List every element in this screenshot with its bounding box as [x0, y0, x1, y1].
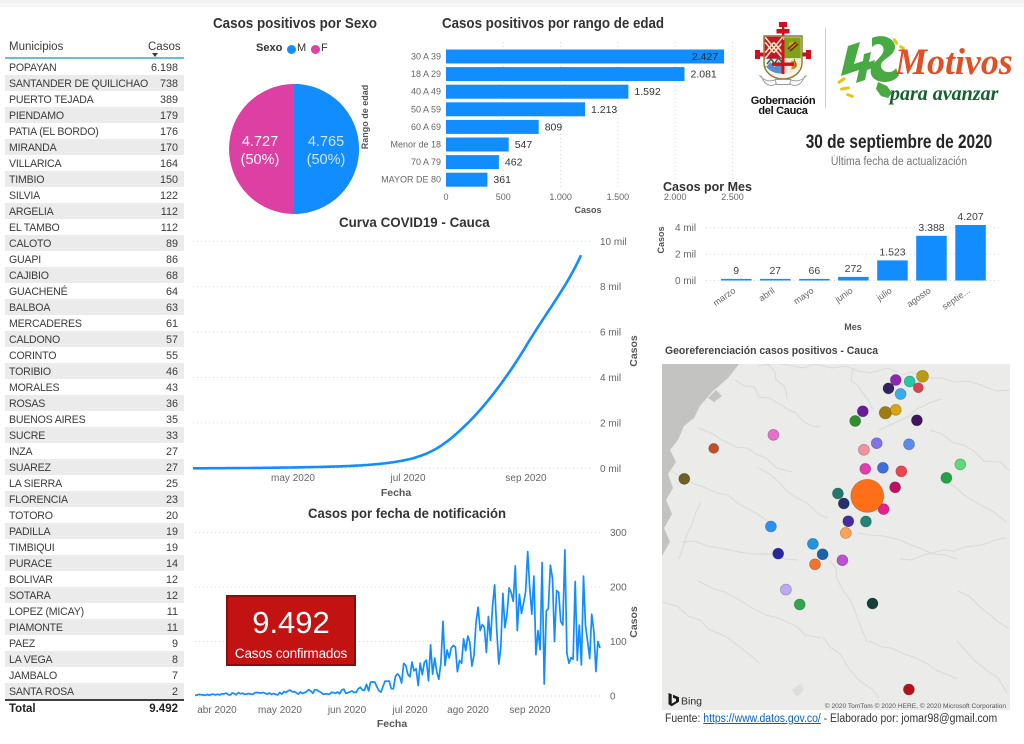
svg-text:500: 500 [496, 192, 511, 202]
svg-text:200: 200 [610, 583, 627, 594]
svg-text:100: 100 [610, 637, 627, 648]
svg-text:Mes: Mes [844, 322, 862, 332]
svg-text:1.592: 1.592 [634, 86, 660, 98]
svg-text:© 2020 TomTom © 2020 HERE, © 2: © 2020 TomTom © 2020 HERE, © 2020 Micros… [825, 702, 1007, 710]
svg-text:abr 2020: abr 2020 [197, 705, 237, 716]
svg-text:8 mil: 8 mil [600, 282, 621, 293]
svg-text:Rango de edad: Rango de edad [360, 85, 370, 150]
svg-text:jul 2020: jul 2020 [389, 473, 425, 484]
svg-text:may 2020: may 2020 [258, 705, 302, 716]
svg-text:547: 547 [515, 139, 533, 151]
svg-text:ago 2020: ago 2020 [447, 705, 489, 716]
svg-text:Casos: Casos [574, 205, 601, 215]
svg-text:4 mil: 4 mil [600, 373, 621, 384]
svg-text:4.207: 4.207 [957, 211, 983, 223]
svg-text:70 A 79: 70 A 79 [411, 157, 441, 167]
svg-text:sep 2020: sep 2020 [509, 705, 551, 716]
svg-text:Casos: Casos [628, 606, 640, 638]
svg-text:6 mil: 6 mil [600, 328, 621, 339]
svg-text:jun 2020: jun 2020 [327, 705, 367, 716]
svg-text:272: 272 [845, 263, 863, 275]
svg-text:2 mil: 2 mil [675, 250, 696, 261]
svg-text:0: 0 [610, 692, 616, 703]
svg-text:809: 809 [545, 121, 563, 133]
svg-text:para avanzar: para avanzar [888, 83, 999, 105]
svg-text:0 mil: 0 mil [675, 276, 696, 287]
svg-text:Bing: Bing [681, 696, 702, 708]
svg-text:66: 66 [809, 265, 821, 277]
svg-text:27: 27 [769, 265, 781, 277]
svg-text:Casos: Casos [656, 226, 666, 253]
svg-text:2 mil: 2 mil [600, 418, 621, 429]
svg-text:50 A 59: 50 A 59 [411, 104, 441, 114]
svg-text:1.000: 1.000 [549, 192, 572, 202]
svg-text:1.213: 1.213 [591, 104, 617, 116]
svg-text:2.081: 2.081 [691, 69, 717, 81]
svg-text:18 A 29: 18 A 29 [411, 69, 441, 79]
svg-text:462: 462 [505, 157, 523, 169]
svg-text:may 2020: may 2020 [271, 473, 315, 484]
svg-text:40 A 49: 40 A 49 [411, 87, 441, 97]
svg-text:Fecha: Fecha [377, 718, 408, 730]
svg-text:3.388: 3.388 [918, 222, 944, 234]
svg-text:300: 300 [610, 528, 627, 539]
svg-text:MAYOR DE 80: MAYOR DE 80 [381, 175, 441, 185]
svg-text:2.500: 2.500 [721, 192, 744, 202]
svg-text:4 mil: 4 mil [675, 223, 696, 234]
svg-text:2.000: 2.000 [664, 192, 687, 202]
svg-text:10 mil: 10 mil [600, 237, 627, 248]
svg-text:2.427: 2.427 [692, 51, 718, 63]
svg-text:9: 9 [733, 265, 739, 277]
svg-text:Casos: Casos [628, 335, 640, 367]
svg-text:sep 2020: sep 2020 [505, 473, 547, 484]
svg-text:60 A 69: 60 A 69 [411, 122, 441, 132]
svg-text:1.500: 1.500 [607, 192, 630, 202]
svg-text:Fecha: Fecha [381, 487, 412, 499]
svg-text:0: 0 [443, 192, 448, 202]
svg-text:0 mil: 0 mil [600, 464, 621, 475]
svg-text:361: 361 [493, 174, 511, 186]
svg-text:jul 2020: jul 2020 [391, 705, 427, 716]
svg-text:Menor de 18: Menor de 18 [390, 140, 441, 150]
svg-text:1.523: 1.523 [879, 246, 905, 258]
svg-text:30 A 39: 30 A 39 [411, 52, 441, 62]
svg-text:Motivos: Motivos [894, 42, 1013, 83]
